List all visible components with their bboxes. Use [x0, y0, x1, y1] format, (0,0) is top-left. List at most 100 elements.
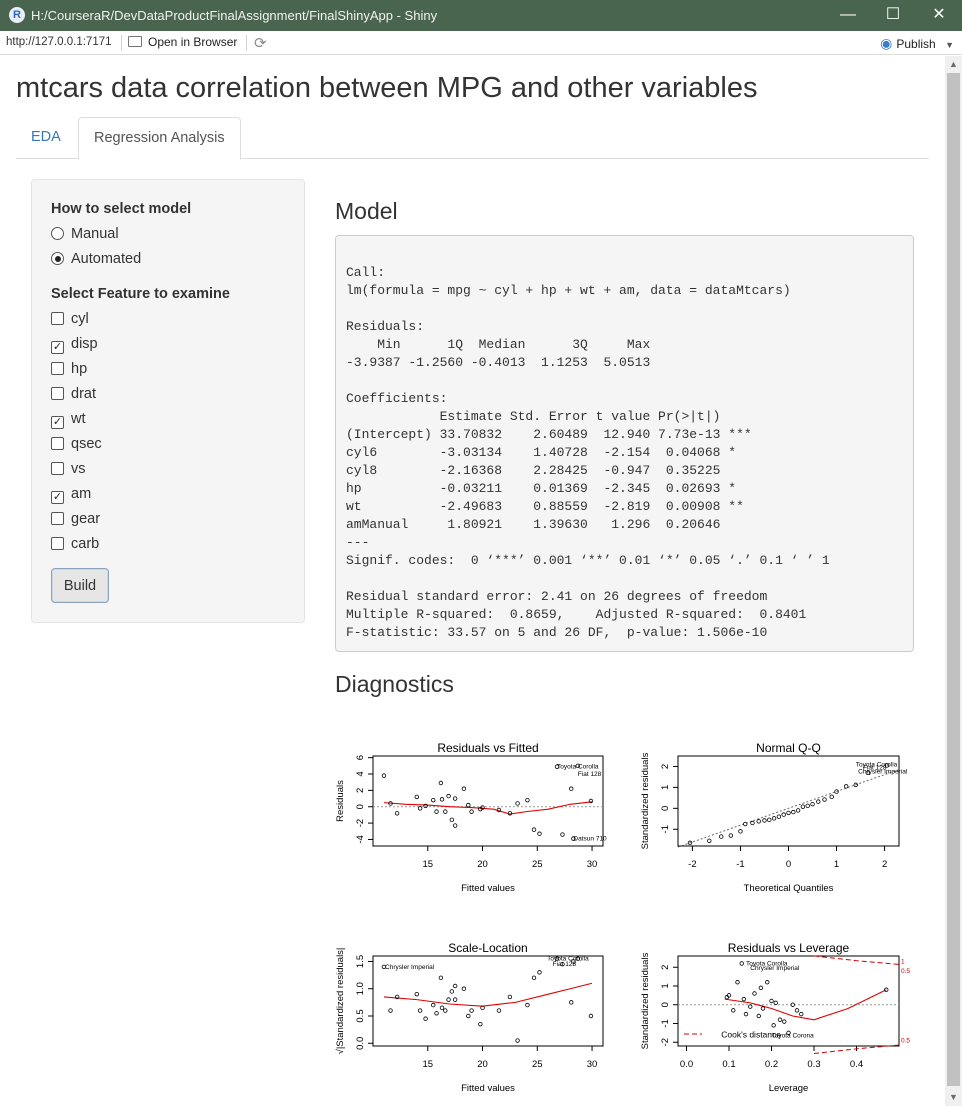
checkbox-am[interactable]: ✓ am — [51, 486, 91, 506]
checkbox-icon[interactable] — [51, 537, 64, 550]
smooth-line — [383, 801, 593, 815]
diagnostic-plots: Residuals vs Fitted Fitted values Residual… — [335, 741, 910, 1094]
plot-title: Residuals vs Leverage — [728, 941, 850, 955]
checkbox-icon[interactable] — [51, 462, 64, 475]
data-point — [569, 786, 574, 791]
publish-button[interactable]: ◉ Publish ▼ — [880, 35, 954, 52]
tab-eda[interactable]: EDA — [31, 129, 61, 145]
data-point — [443, 809, 448, 814]
plot-title: Normal Q-Q — [756, 741, 821, 755]
checkbox-hp[interactable]: hp — [51, 361, 87, 381]
data-point — [478, 1021, 483, 1027]
point-label: Cook's distance — [721, 1030, 781, 1040]
checkbox-checked-icon[interactable]: ✓ — [51, 341, 64, 354]
checkbox-icon[interactable] — [51, 387, 64, 400]
point-label: Toyota Corolla — [746, 961, 788, 968]
checkbox-carb[interactable]: carb — [51, 536, 99, 556]
point-label: Fiat 128 — [863, 765, 887, 772]
model-selection-label: How to select model — [51, 201, 192, 217]
point-label: Chrysler Imperial — [385, 964, 435, 971]
maximize-button[interactable]: ☐ — [885, 6, 901, 23]
data-point — [773, 1000, 778, 1006]
data-point — [816, 799, 821, 804]
data-point — [767, 817, 772, 823]
data-point — [810, 801, 815, 807]
close-button[interactable]: ✕ — [932, 6, 946, 23]
point-label: Chrysler Imperial — [750, 965, 800, 972]
y-tick-label: 2 — [660, 764, 671, 769]
checkbox-label: wt — [71, 411, 86, 427]
data-point — [431, 1002, 436, 1008]
checkbox-checked-icon[interactable]: ✓ — [51, 491, 64, 504]
toolbar-divider — [121, 35, 122, 51]
radio-automated[interactable]: Automated — [51, 251, 141, 271]
plot-title: Scale-Location — [448, 941, 527, 955]
data-point — [452, 983, 458, 989]
checkbox-icon[interactable] — [51, 362, 64, 375]
checkbox-label: qsec — [71, 436, 102, 452]
data-point — [571, 959, 576, 964]
plot-title: Residuals vs Fitted — [437, 741, 538, 755]
scroll-up-arrow-icon[interactable]: ▲ — [949, 59, 958, 69]
data-point — [417, 1008, 423, 1013]
data-point — [687, 840, 693, 846]
y-tick-label: 0.5 — [355, 1009, 366, 1022]
open-in-browser-button[interactable]: Open in Browser — [128, 35, 237, 49]
qq-reference-line — [677, 769, 900, 848]
x-tick-label: 30 — [587, 859, 598, 870]
y-tick-label: 0 — [355, 804, 366, 809]
radio-button-selected-icon[interactable] — [51, 252, 64, 265]
checkbox-vs[interactable]: vs — [51, 461, 86, 481]
checkbox-label: cyl — [71, 311, 89, 327]
open-in-browser-label: Open in Browser — [148, 35, 238, 49]
checkbox-drat[interactable]: drat — [51, 386, 96, 406]
checkbox-icon[interactable] — [51, 512, 64, 525]
minimize-button[interactable]: — — [840, 6, 856, 23]
checkbox-disp[interactable]: ✓ disp — [51, 336, 98, 356]
data-point — [388, 1008, 393, 1013]
checkbox-checked-icon[interactable]: ✓ — [51, 416, 64, 429]
x-tick-label: 30 — [587, 1059, 598, 1070]
build-button[interactable]: Build — [51, 568, 109, 603]
point-label: 0.5 — [901, 968, 910, 975]
checkbox-wt[interactable]: ✓ wt — [51, 411, 86, 431]
data-point — [748, 1004, 753, 1009]
data-point — [414, 991, 420, 997]
data-point — [525, 1002, 530, 1008]
data-point — [381, 773, 387, 778]
x-tick-label: -1 — [736, 859, 744, 870]
x-axis-label: Theoretical Quantiles — [744, 883, 834, 894]
radio-button-icon[interactable] — [51, 227, 64, 240]
data-point — [452, 796, 458, 801]
sidebar-panel: How to select model Manual Automated Sel… — [31, 179, 305, 623]
data-point — [531, 975, 537, 981]
checkbox-cyl[interactable]: cyl — [51, 311, 89, 331]
data-point — [515, 801, 520, 806]
tab-regression-analysis[interactable]: Regression Analysis — [78, 117, 241, 160]
model-summary-output: Call: lm(formula = mpg ~ cyl + hp + wt +… — [335, 235, 914, 652]
checkbox-icon[interactable] — [51, 312, 64, 325]
scrollbar-thumb[interactable] — [947, 73, 960, 1086]
browser-window-icon — [128, 36, 142, 47]
data-point — [791, 809, 796, 815]
checkbox-qsec[interactable]: qsec — [51, 436, 102, 456]
x-tick-label: 25 — [532, 859, 543, 870]
radio-manual[interactable]: Manual — [51, 226, 119, 246]
data-point — [452, 823, 458, 828]
data-point — [853, 782, 858, 788]
scroll-down-arrow-icon[interactable]: ▼ — [949, 1092, 958, 1102]
smooth-line — [724, 989, 887, 1021]
data-point — [782, 1019, 787, 1024]
data-point — [439, 797, 445, 802]
data-point — [752, 991, 757, 996]
data-point — [758, 985, 764, 991]
data-point — [829, 794, 834, 800]
url-display: http://127.0.0.1:7171 — [6, 36, 112, 48]
x-tick-label: 0.4 — [850, 1059, 863, 1070]
checkbox-icon[interactable] — [51, 437, 64, 450]
data-point — [480, 1005, 485, 1011]
refresh-icon[interactable]: ⟳ — [254, 35, 267, 52]
data-point — [786, 810, 791, 816]
y-tick-label: 0 — [660, 1002, 671, 1007]
checkbox-gear[interactable]: gear — [51, 511, 100, 531]
